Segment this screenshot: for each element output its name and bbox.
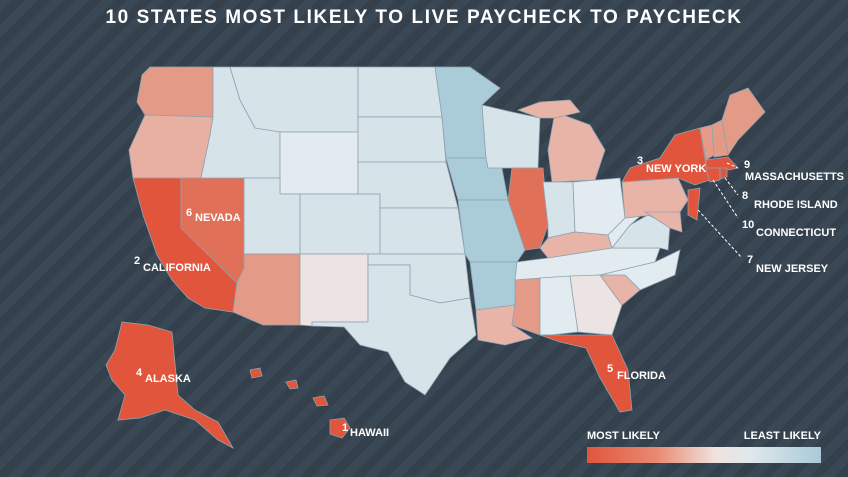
rank-number: 7 bbox=[747, 254, 753, 266]
state-hawaii-kauai bbox=[249, 367, 263, 379]
state-hawaii-maui bbox=[312, 395, 329, 407]
state-alaska bbox=[105, 321, 235, 450]
state-washington bbox=[136, 66, 214, 118]
rank-number: 10 bbox=[742, 219, 754, 231]
rank-label-california: 2CALIFORNIA bbox=[134, 255, 211, 274]
state-name: FLORIDA bbox=[617, 370, 666, 382]
leader-massachusetts bbox=[726, 162, 739, 169]
legend-most-likely-label: MOST LIKELY bbox=[587, 430, 660, 442]
rank-number: 6 bbox=[186, 207, 192, 219]
rank-label-hawaii: 1 HAWAII bbox=[342, 422, 389, 439]
rank-label-rhode-island: 8 RHODE ISLAND bbox=[742, 190, 838, 211]
state-name: MASSACHUSETTS bbox=[745, 171, 844, 183]
rank-label-alaska: 4 ALASKA bbox=[136, 367, 191, 385]
rank-label-connecticut: 10CONNECTICUT bbox=[742, 219, 836, 239]
state-north-carolina bbox=[599, 249, 681, 291]
state-name: NEW YORK bbox=[646, 163, 706, 175]
state-rhode-island bbox=[719, 167, 728, 180]
state-mississippi bbox=[511, 277, 541, 336]
state-name: ALASKA bbox=[145, 373, 191, 385]
rank-number: 5 bbox=[607, 363, 613, 375]
leader-rhode-island bbox=[724, 177, 739, 196]
rank-number: 2 bbox=[134, 255, 140, 267]
state-new-jersey bbox=[687, 187, 701, 221]
state-maryland bbox=[643, 211, 683, 233]
legend-least-likely-label: LEAST LIKELY bbox=[743, 430, 821, 442]
state-indiana bbox=[542, 181, 576, 239]
rank-label-new-jersey: 7NEW JERSEY bbox=[747, 254, 829, 275]
state-new-york bbox=[621, 127, 711, 186]
rank-label-florida: 5 FLORIDA bbox=[607, 363, 666, 382]
state-name: CONNECTICUT bbox=[756, 227, 836, 239]
state-michigan-up bbox=[516, 99, 581, 119]
legend-gradient-bar bbox=[587, 447, 821, 463]
state-name: CALIFORNIA bbox=[143, 262, 211, 274]
rank-number: 9 bbox=[744, 159, 750, 171]
state-florida bbox=[539, 334, 633, 413]
state-arkansas bbox=[469, 261, 518, 311]
state-connecticut bbox=[705, 167, 721, 183]
rank-number: 4 bbox=[136, 367, 143, 379]
state-north-dakota bbox=[357, 66, 443, 118]
state-oregon bbox=[128, 114, 214, 179]
rank-label-nevada: 6 NEVADA bbox=[186, 207, 241, 224]
state-name: RHODE ISLAND bbox=[754, 199, 838, 211]
rank-label-massachusetts: 9 MASSACHUSETTS bbox=[744, 159, 844, 183]
state-name: NEVADA bbox=[195, 212, 241, 224]
state-georgia bbox=[569, 274, 623, 336]
state-name: NEW JERSEY bbox=[756, 263, 829, 275]
state-michigan bbox=[547, 111, 606, 183]
rank-label-new-york: 3NEW YORK bbox=[637, 155, 706, 175]
state-texas bbox=[311, 264, 477, 396]
state-colorado bbox=[299, 193, 381, 255]
state-maine bbox=[721, 87, 766, 157]
state-new-mexico bbox=[299, 253, 369, 327]
state-hawaii-oahu bbox=[285, 379, 299, 390]
rank-number: 3 bbox=[637, 155, 643, 167]
state-hawaii-big bbox=[329, 417, 351, 439]
state-name: HAWAII bbox=[350, 427, 389, 439]
rank-number: 8 bbox=[742, 190, 748, 202]
map-title: 10 STATES MOST LIKELY TO LIVE PAYCHECK T… bbox=[105, 7, 743, 28]
leader-connecticut bbox=[712, 179, 739, 219]
state-kansas bbox=[379, 207, 466, 255]
state-wyoming bbox=[279, 131, 359, 195]
leader-new-jersey bbox=[697, 209, 743, 259]
state-alabama bbox=[539, 275, 579, 336]
rank-number: 1 bbox=[342, 422, 348, 434]
state-massachusetts bbox=[705, 156, 739, 171]
state-south-dakota bbox=[357, 116, 447, 163]
